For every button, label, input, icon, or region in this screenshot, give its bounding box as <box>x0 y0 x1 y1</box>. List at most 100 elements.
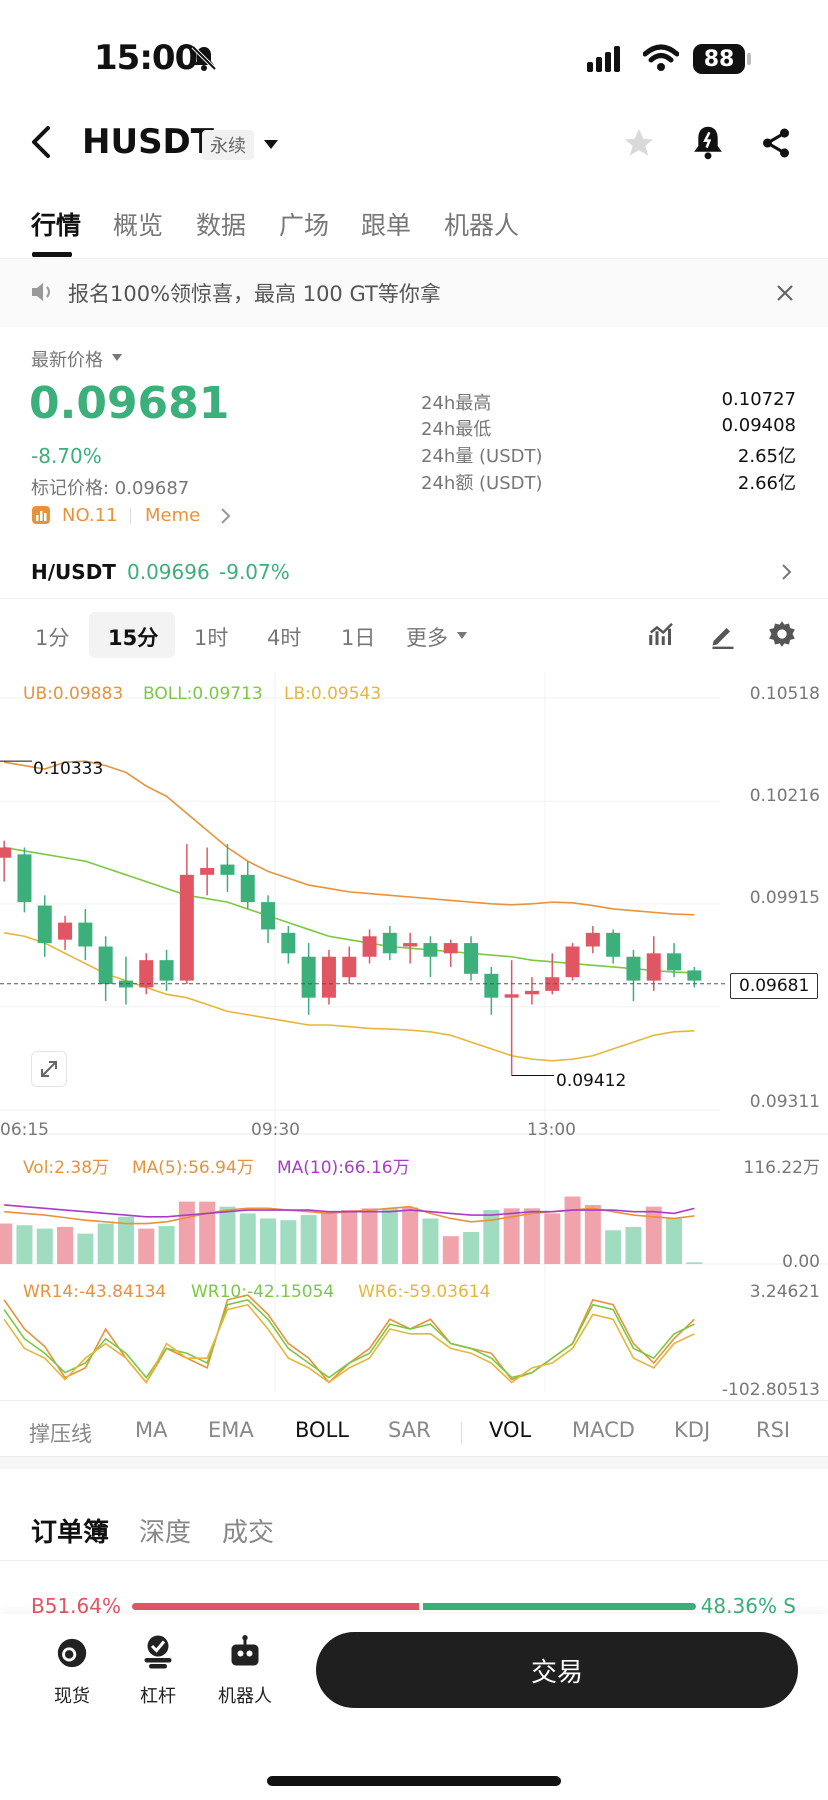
wifi-icon <box>643 44 679 71</box>
boll-lower-line <box>4 932 695 1062</box>
volume-bar <box>503 1208 520 1264</box>
volume-bar <box>564 1196 581 1264</box>
candle-body <box>606 932 621 957</box>
stat-value-low: 0.09408 <box>721 415 796 436</box>
indicator-icon[interactable] <box>647 620 677 650</box>
settings-gear-icon[interactable] <box>768 620 796 648</box>
price-label[interactable]: 最新价格 <box>31 350 103 371</box>
chevron-down-icon[interactable] <box>262 138 280 152</box>
candle-body <box>220 864 235 875</box>
share-icon[interactable] <box>759 126 793 160</box>
spot-icon[interactable] <box>55 1636 89 1670</box>
status-time: 15:00 <box>94 38 198 78</box>
boll-lower-label: LB:0.09543 <box>284 684 382 704</box>
back-icon[interactable] <box>28 124 56 160</box>
volume-bar <box>483 1210 500 1264</box>
candle-body <box>687 970 702 981</box>
tab-overview[interactable]: 概览 <box>113 211 164 240</box>
battery-level: 88 <box>703 46 735 72</box>
index-change[interactable]: -9.07% <box>219 560 290 584</box>
interval-15m[interactable]: 15分 <box>108 626 159 650</box>
rank-text[interactable]: NO.11 <box>62 505 118 526</box>
candle-body <box>321 956 336 998</box>
signal-icon <box>587 46 620 72</box>
indicator-tab-kdj[interactable]: KDJ <box>674 1418 711 1442</box>
candle-body <box>443 943 458 954</box>
wr10-label: WR10:-42.15054 <box>191 1282 335 1302</box>
candle-body <box>58 922 73 940</box>
candle-body <box>37 905 52 944</box>
volume-bar <box>158 1226 175 1264</box>
notice-bar[interactable] <box>0 259 828 327</box>
contract-type-badge[interactable]: 永续 <box>202 130 254 160</box>
candlestick-chart[interactable] <box>0 672 828 1402</box>
tab-copy-trade[interactable]: 跟单 <box>361 211 412 240</box>
trade-button[interactable]: 交易 <box>316 1632 798 1708</box>
y-tick: 0.10518 <box>749 684 820 704</box>
speaker-icon <box>32 283 50 301</box>
chevron-right-icon[interactable] <box>781 563 793 581</box>
tab-order-book[interactable]: 订单簿 <box>31 1518 110 1548</box>
vol-min-tick: 0.00 <box>782 1252 820 1272</box>
candle-body <box>423 943 438 957</box>
expand-icon <box>41 1061 57 1077</box>
tab-depth[interactable]: 深度 <box>139 1518 192 1548</box>
caret-down-icon[interactable] <box>111 353 123 363</box>
price-alert-icon[interactable] <box>691 124 725 160</box>
star-icon[interactable] <box>621 126 657 160</box>
y-tick: 0.09311 <box>749 1092 820 1112</box>
indicator-tab-rsi[interactable]: RSI <box>756 1418 791 1442</box>
volume-bar <box>320 1211 337 1264</box>
interval-1h[interactable]: 1时 <box>194 626 229 650</box>
wr6-label: WR6:-59.03614 <box>358 1282 491 1302</box>
volume-bar <box>402 1207 419 1264</box>
close-icon[interactable] <box>776 284 794 302</box>
spot-label[interactable]: 现货 <box>54 1686 90 1707</box>
wr6-line <box>3 1303 695 1384</box>
draw-tool-icon[interactable] <box>709 620 737 650</box>
caret-down-icon[interactable] <box>456 631 468 641</box>
notice-text[interactable]: 报名100%领惊喜，最高 100 GT等你拿 <box>68 282 441 306</box>
indicator-tab-macd[interactable]: MACD <box>572 1418 635 1442</box>
volume-bar <box>645 1206 662 1264</box>
stat-value-high: 0.10727 <box>721 389 796 410</box>
divider <box>0 1400 828 1401</box>
price-change: -8.70% <box>31 444 102 468</box>
indicator-tab-ema[interactable]: EMA <box>208 1418 254 1442</box>
chevron-right-icon[interactable] <box>220 507 232 525</box>
indicator-tab-vol[interactable]: VOL <box>489 1418 532 1442</box>
candle-body <box>504 994 519 998</box>
tab-data[interactable]: 数据 <box>196 211 247 240</box>
tab-market[interactable]: 行情 <box>31 211 82 240</box>
pair-title[interactable]: HUSDT <box>82 122 214 162</box>
candle-body <box>524 990 539 995</box>
volume-bar <box>442 1236 459 1264</box>
interval-4h[interactable]: 4时 <box>267 626 302 650</box>
robot-icon[interactable] <box>227 1634 263 1670</box>
tab-trades[interactable]: 成交 <box>222 1518 275 1548</box>
y-tick: 0.09915 <box>749 888 820 908</box>
vol-label: Vol:2.38万 <box>23 1158 110 1178</box>
fullscreen-button[interactable] <box>31 1051 67 1087</box>
interval-1m[interactable]: 1分 <box>35 626 70 650</box>
index-pair[interactable]: H/USDT <box>31 560 116 584</box>
stat-label-low: 24h最低 <box>421 419 492 440</box>
candle-body <box>362 936 377 957</box>
category-tag[interactable]: Meme <box>145 505 201 526</box>
interval-more[interactable]: 更多 <box>406 626 448 650</box>
indicator-tab-boll[interactable]: BOLL <box>295 1418 349 1442</box>
volume-bar <box>36 1228 53 1264</box>
interval-1d[interactable]: 1日 <box>341 626 376 650</box>
bot-label[interactable]: 机器人 <box>218 1686 272 1707</box>
tab-bots[interactable]: 机器人 <box>444 211 520 240</box>
index-price[interactable]: 0.09696 <box>127 560 210 584</box>
indicator-tab-sr[interactable]: 撑压线 <box>29 1422 92 1446</box>
indicator-tab-sar[interactable]: SAR <box>388 1418 431 1442</box>
leverage-icon[interactable] <box>140 1634 176 1670</box>
tab-square[interactable]: 广场 <box>279 211 330 240</box>
indicator-tab-ma[interactable]: MA <box>135 1418 168 1442</box>
leverage-label[interactable]: 杠杆 <box>140 1686 176 1707</box>
volume-bar <box>341 1210 358 1264</box>
stat-label-high: 24h最高 <box>421 393 492 414</box>
home-indicator <box>267 1776 561 1786</box>
